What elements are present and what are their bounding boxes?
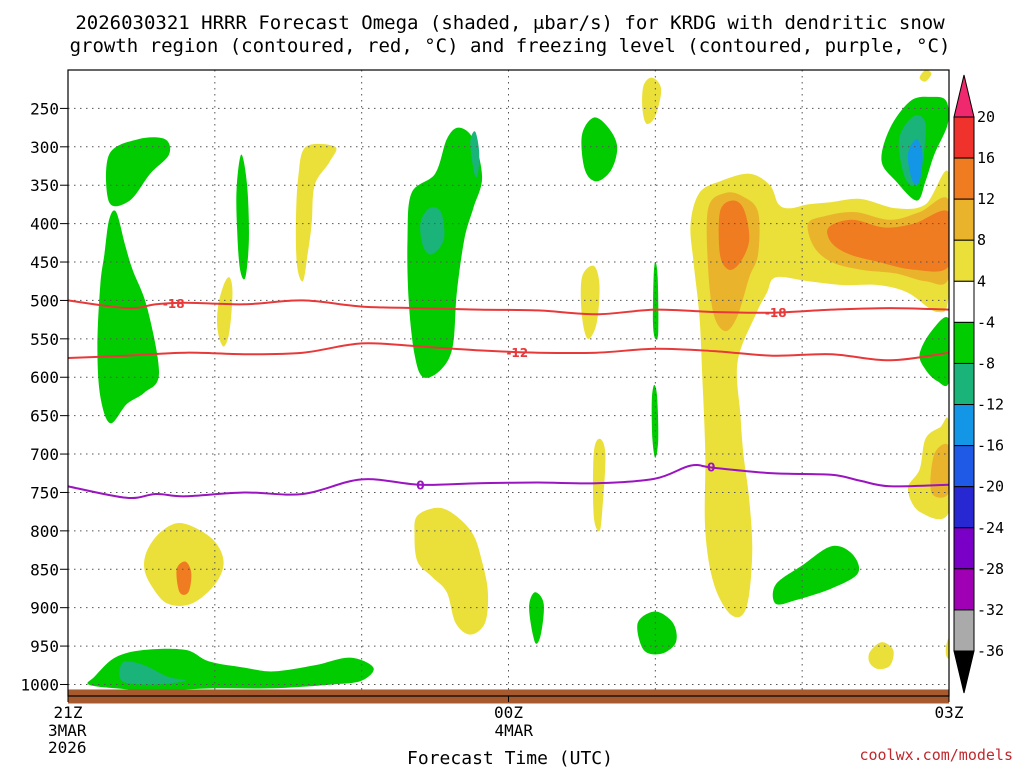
omega-region-21 bbox=[580, 265, 600, 339]
xtick-sublabel-00Z-0: 4MAR bbox=[495, 721, 534, 740]
ytick-label-750: 750 bbox=[30, 483, 59, 502]
colorbar-box-9 bbox=[953, 486, 975, 529]
colorbar-label--16: -16 bbox=[977, 437, 1004, 455]
contour-dgz-18 bbox=[68, 299, 949, 316]
omega-region-27 bbox=[868, 642, 894, 670]
colorbar-box-10 bbox=[953, 527, 975, 570]
xtick-label-00Z: 00Z bbox=[494, 703, 523, 722]
contour-label-dgz-18-0: -18 bbox=[163, 297, 185, 311]
omega-region-16 bbox=[119, 661, 186, 685]
omega-region-1 bbox=[97, 210, 160, 424]
omega-region-9 bbox=[772, 545, 860, 605]
ytick-label-700: 700 bbox=[30, 445, 59, 464]
colorbar-top-arrow bbox=[953, 74, 975, 118]
chart-title-line2: growth region (contoured, red, °C) and f… bbox=[70, 35, 951, 57]
credit-link[interactable]: coolwx.com/models bbox=[859, 746, 1013, 764]
omega-region-23 bbox=[690, 170, 949, 618]
ytick-label-450: 450 bbox=[30, 253, 59, 272]
xtick-label-03Z: 03Z bbox=[935, 703, 964, 722]
omega-region-4 bbox=[581, 117, 618, 182]
colorbar-box-2 bbox=[953, 198, 975, 241]
colorbar-box-6 bbox=[953, 362, 975, 406]
x-axis: 21Z3MAR202600Z4MAR03Z06Z09Z12Z15Z bbox=[48, 696, 964, 757]
contour-dgz-12 bbox=[68, 342, 949, 362]
colorbar: 20 16 12 8 4 -4 -8 -12 -16 -20 -24 -28 -32 -36 bbox=[953, 74, 1004, 694]
colorbar-bottom-arrow bbox=[953, 650, 975, 694]
omega-region-14 bbox=[470, 131, 480, 178]
ytick-label-500: 500 bbox=[30, 291, 59, 310]
omega-region-11 bbox=[529, 592, 544, 644]
grid-lines bbox=[68, 70, 949, 696]
colorbar-box-8 bbox=[953, 445, 975, 488]
xtick-label-21Z: 21Z bbox=[54, 703, 83, 722]
colorbar-box-5 bbox=[953, 321, 975, 364]
contour-label-dgz-18-1: -18 bbox=[765, 306, 787, 320]
ytick-label-600: 600 bbox=[30, 368, 59, 387]
colorbar-label--4: -4 bbox=[977, 313, 995, 331]
omega-region-17 bbox=[907, 139, 923, 185]
colorbar-label--8: -8 bbox=[977, 354, 995, 372]
omega-region-2 bbox=[236, 154, 249, 280]
colorbar-box-1 bbox=[953, 157, 975, 200]
ytick-label-300: 300 bbox=[30, 138, 59, 157]
colorbar-label-8: 8 bbox=[977, 231, 986, 249]
y-axis: 250 300 350 400 450 500 550 600 650 700 750 800 850 9… bbox=[20, 99, 68, 694]
chart-title-line1: 2026030321 HRRR Forecast Omega (shaded, … bbox=[75, 12, 945, 34]
colorbar-label-12: 12 bbox=[977, 190, 995, 208]
colorbar-label-4: 4 bbox=[977, 272, 986, 290]
ytick-label-850: 850 bbox=[30, 560, 59, 579]
colorbar-label--20: -20 bbox=[977, 478, 1004, 496]
omega-region-13 bbox=[420, 207, 445, 255]
ytick-label-350: 350 bbox=[30, 176, 59, 195]
ytick-label-1000: 1000 bbox=[20, 675, 59, 694]
colorbar-label--24: -24 bbox=[977, 519, 1004, 537]
omega-region-8 bbox=[919, 317, 949, 387]
xtick-sublabel-21Z-1: 2026 bbox=[48, 738, 87, 757]
temperature-contours: -18 -18 -12 0 0 bbox=[68, 297, 949, 500]
omega-region-6 bbox=[651, 384, 659, 458]
contour-label-freezing-0-1: 0 bbox=[707, 461, 715, 475]
ytick-label-900: 900 bbox=[30, 599, 59, 618]
colorbar-box-12 bbox=[953, 609, 975, 652]
omega-region-34 bbox=[827, 210, 949, 272]
x-axis-label: Forecast Time (UTC) bbox=[407, 748, 613, 768]
colorbar-box-4 bbox=[953, 280, 975, 323]
omega-region-35 bbox=[176, 561, 192, 595]
omega-region-20 bbox=[642, 77, 662, 125]
contour-label-freezing-0-0: 0 bbox=[416, 478, 424, 492]
ytick-label-550: 550 bbox=[30, 330, 59, 349]
colorbar-label-16: 16 bbox=[977, 149, 995, 167]
colorbar-box-11 bbox=[953, 568, 975, 611]
ytick-label-650: 650 bbox=[30, 407, 59, 426]
colorbar-box-3 bbox=[953, 239, 975, 282]
colorbar-label--12: -12 bbox=[977, 396, 1004, 414]
omega-region-10 bbox=[637, 611, 677, 655]
contour-label-dgz-12-0: -12 bbox=[506, 346, 528, 360]
omega-shading bbox=[87, 70, 949, 691]
omega-region-24 bbox=[414, 507, 489, 635]
ytick-label-950: 950 bbox=[30, 637, 59, 656]
ytick-label-800: 800 bbox=[30, 522, 59, 541]
omega-region-22 bbox=[592, 438, 606, 532]
omega-region-19 bbox=[217, 277, 233, 347]
omega-region-29 bbox=[919, 70, 932, 82]
omega-region-33 bbox=[718, 200, 750, 270]
ytick-label-400: 400 bbox=[30, 215, 59, 234]
ytick-label-250: 250 bbox=[30, 99, 59, 118]
colorbar-box-0 bbox=[953, 116, 975, 159]
omega-region-28 bbox=[945, 638, 949, 659]
colorbar-label--36: -36 bbox=[977, 642, 1004, 660]
omega-region-3 bbox=[407, 127, 483, 378]
omega-region-18 bbox=[295, 143, 337, 282]
contour-freezing-0 bbox=[68, 464, 949, 500]
colorbar-label-20: 20 bbox=[977, 108, 995, 126]
colorbar-label--28: -28 bbox=[977, 560, 1004, 578]
omega-region-5 bbox=[652, 262, 659, 340]
colorbar-box-7 bbox=[953, 404, 975, 447]
xtick-sublabel-21Z-0: 3MAR bbox=[48, 721, 87, 740]
colorbar-label--32: -32 bbox=[977, 601, 1004, 619]
omega-region-0 bbox=[105, 137, 171, 207]
